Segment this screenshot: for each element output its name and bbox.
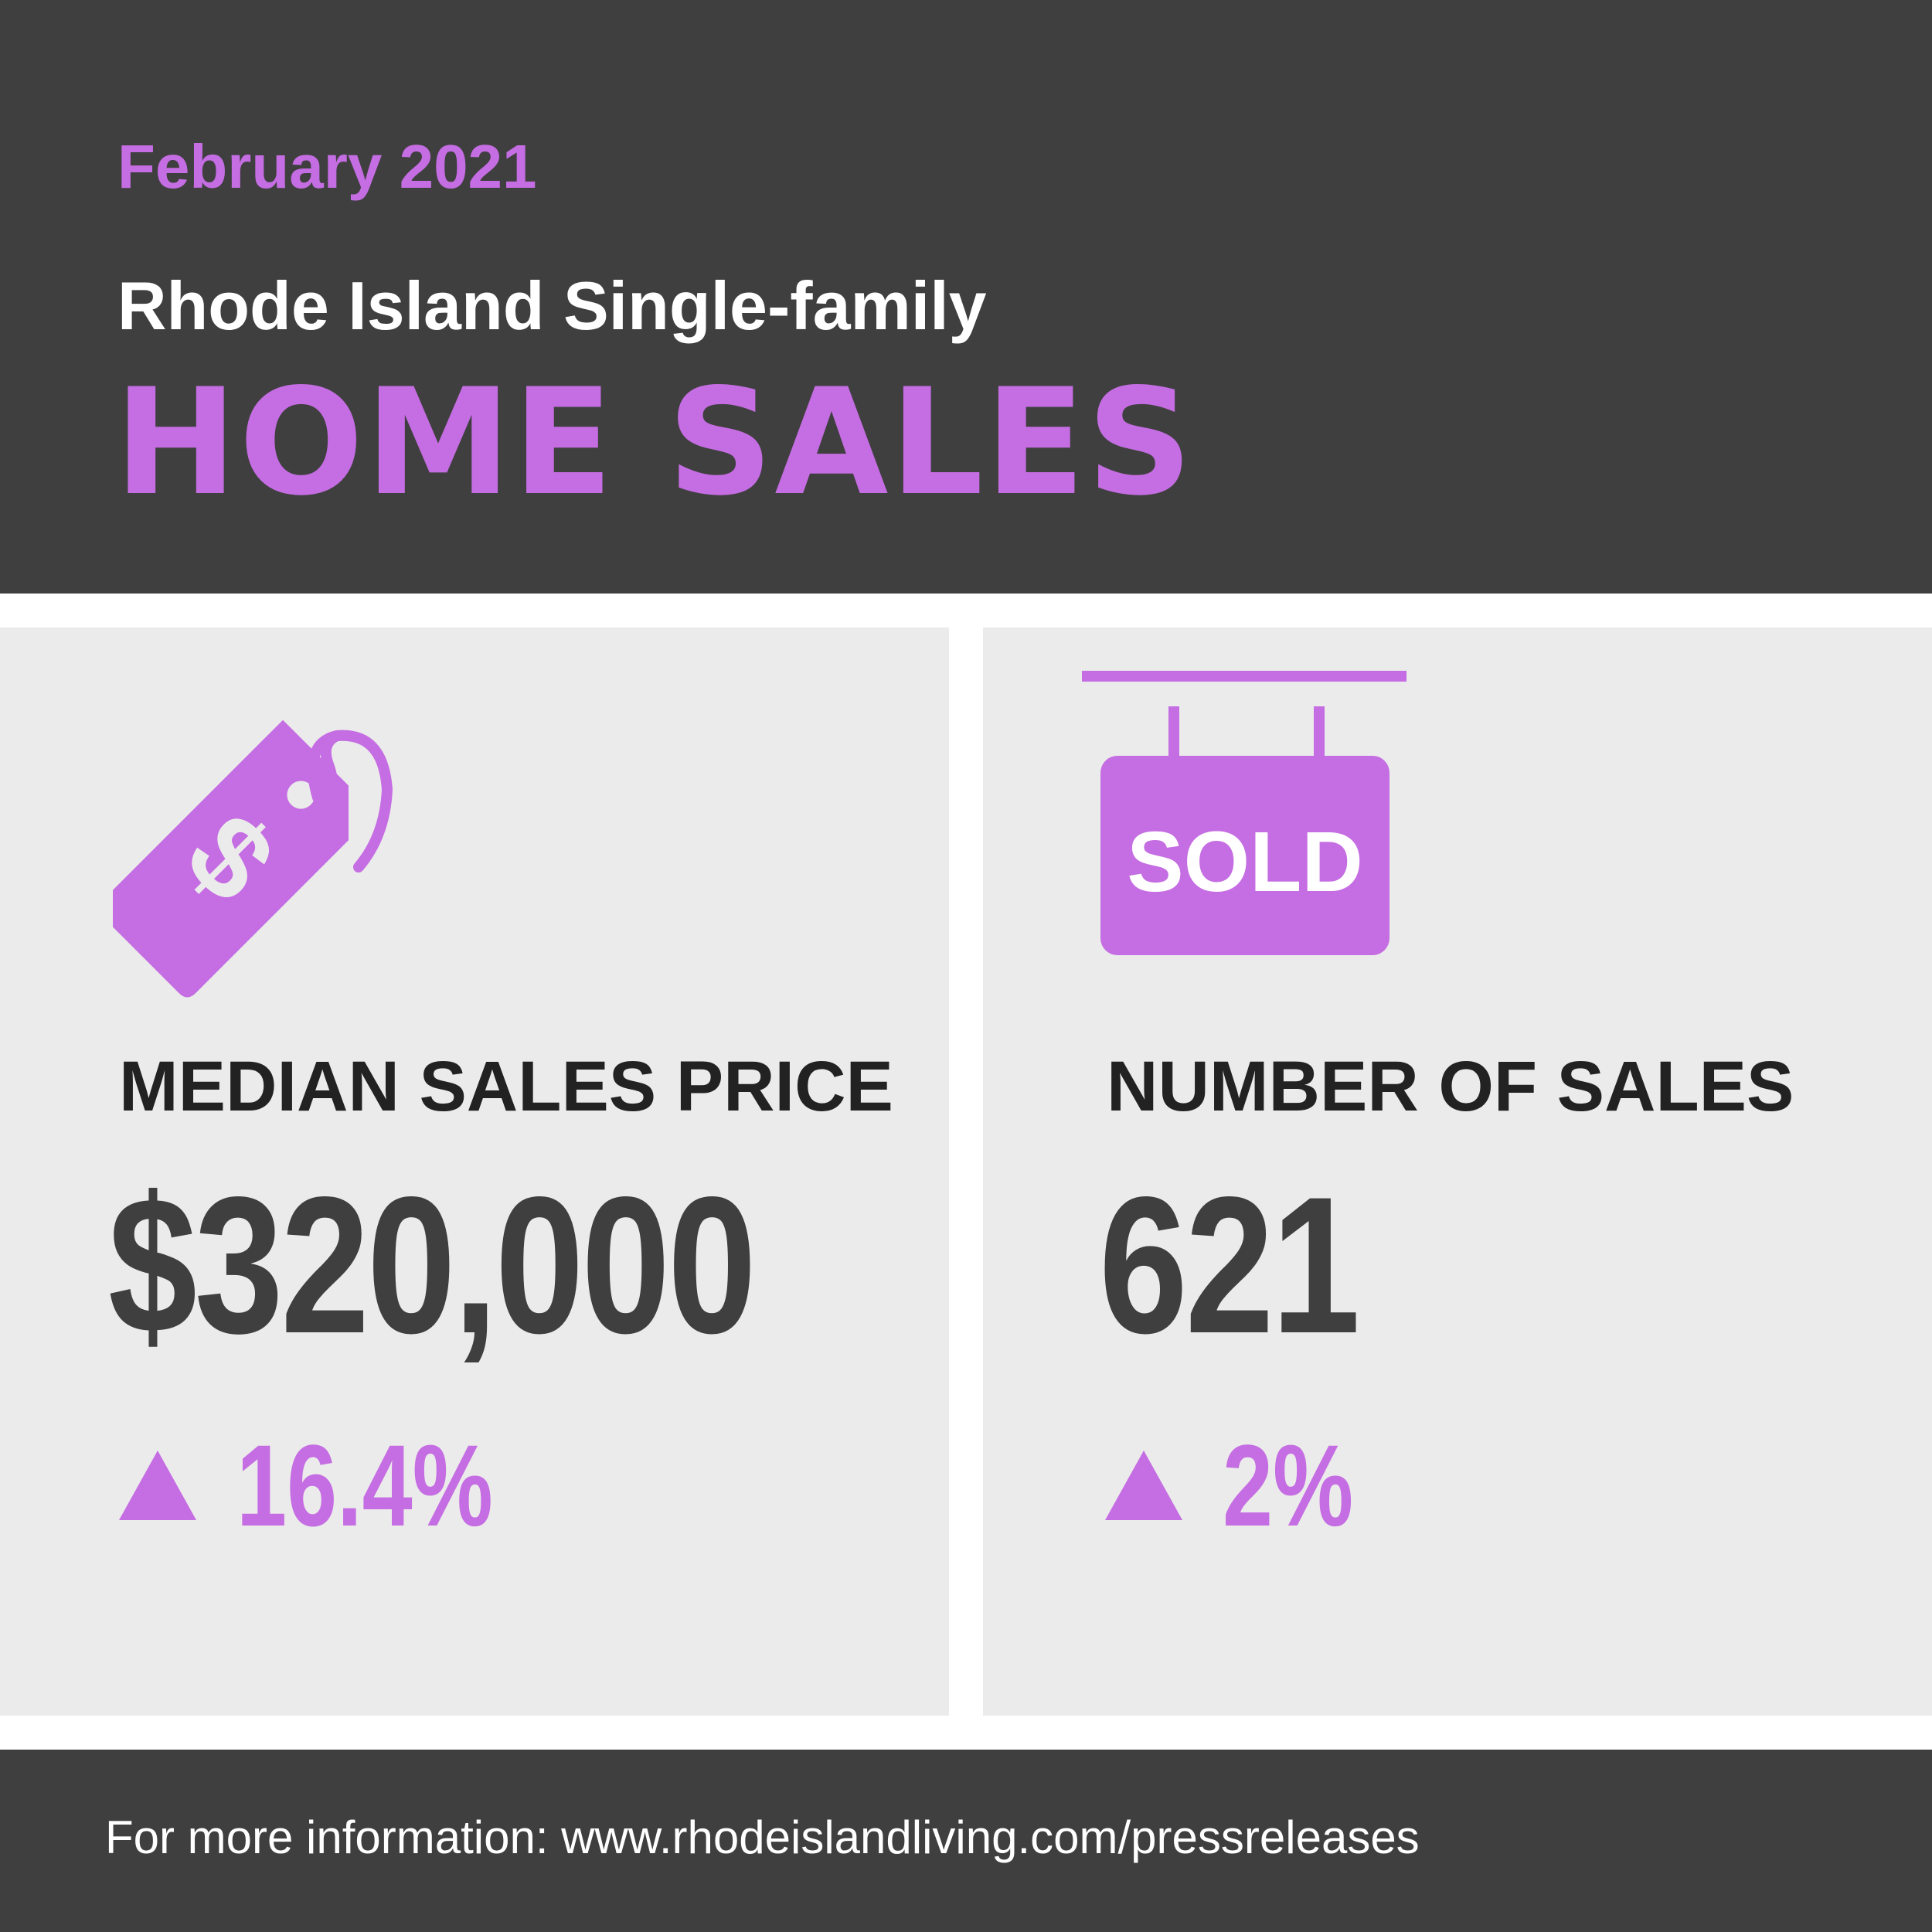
metric-value-number-of-sales: 621 [1099,1157,1360,1374]
report-date: February 2021 [117,132,537,201]
footer-banner: For more information: www.rhodeislandliv… [0,1750,1932,1932]
metric-value-median-price: $320,000 [108,1157,757,1374]
metric-label-median-price: MEDIAN SALES PRICE [119,1047,893,1126]
footer-link-text[interactable]: For more information: www.rhodeislandliv… [105,1811,1420,1863]
change-value-median-price: 16.4% [236,1420,493,1550]
change-median-price: 16.4% [119,1427,565,1543]
page-title: HOME SALES [114,357,1195,528]
page-subtitle: Rhode Island Single-family [117,267,987,344]
up-arrow-icon [1105,1451,1182,1520]
metric-label-number-of-sales: NUMBER OF SALES [1107,1047,1794,1126]
median-price-panel: $ MEDIAN SALES PRICE $320,000 16.4% [0,628,949,1716]
sold-sign-icon: SOLD [1082,671,1414,964]
up-arrow-icon [119,1451,196,1520]
sold-sign-label: SOLD [1127,815,1363,910]
change-value-number-of-sales: 2% [1223,1420,1354,1550]
price-tag-icon: $ [98,697,414,1006]
number-of-sales-panel: SOLD NUMBER OF SALES 621 2% [983,628,1932,1716]
change-number-of-sales: 2% [1105,1427,1390,1543]
header-banner: February 2021 Rhode Island Single-family… [0,0,1932,594]
